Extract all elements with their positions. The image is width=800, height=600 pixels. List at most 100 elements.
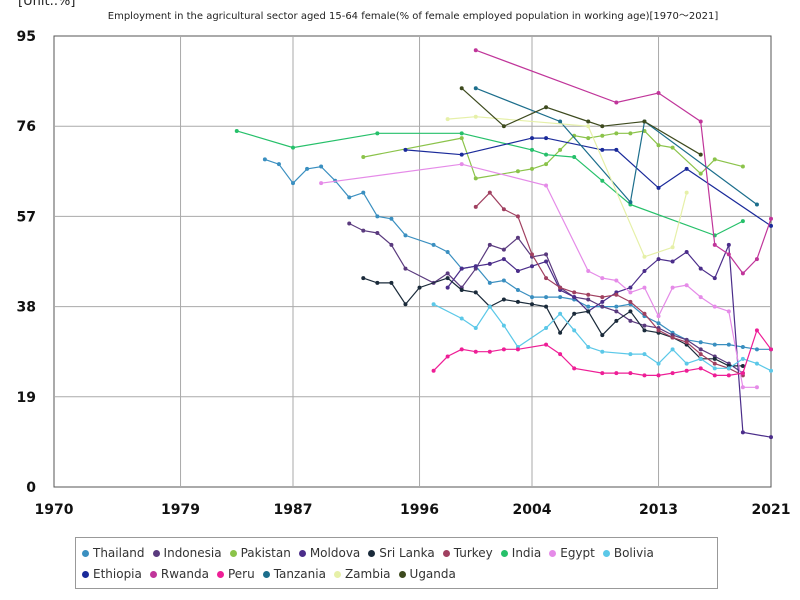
legend-label: Sri Lanka [379, 546, 435, 560]
data-point-indonesia [586, 297, 591, 302]
data-point-peru [501, 347, 506, 352]
chart-legend: Thailand Indonesia Pakistan Moldova Sri Lank… [75, 537, 718, 589]
data-point-moldova [684, 250, 689, 255]
data-point-sri-lanka [501, 297, 506, 302]
data-point-pakistan [530, 166, 534, 171]
data-point-indonesia [403, 266, 408, 271]
data-point-zambia [445, 117, 450, 122]
data-point-uganda [698, 152, 703, 157]
data-point-sri-lanka [389, 280, 394, 285]
data-point-turkey [572, 290, 577, 295]
data-point-turkey [501, 207, 506, 212]
data-point-rwanda [473, 48, 478, 53]
y-tick-label: 0 [26, 480, 36, 496]
data-point-bolivia [558, 311, 563, 316]
data-point-sri-lanka [544, 304, 549, 309]
data-point-moldova [769, 435, 773, 440]
y-axis-unit: [Unit:.%] [18, 0, 76, 9]
data-point-indonesia [642, 323, 647, 328]
data-point-indonesia [487, 242, 492, 247]
data-point-egypt [459, 162, 464, 167]
data-point-sri-lanka [558, 330, 563, 335]
data-point-thailand [262, 157, 267, 162]
data-point-thailand [291, 181, 295, 186]
legend-marker-ethiopia [82, 571, 89, 578]
legend-label: Bolivia [613, 546, 654, 560]
data-point-thailand [347, 195, 352, 200]
legend-label: Indonesia [163, 546, 222, 560]
data-point-thailand [501, 278, 506, 283]
data-point-bolivia [726, 366, 731, 371]
data-point-peru [445, 354, 450, 359]
legend-label: Egypt [560, 546, 595, 560]
data-point-moldova [740, 430, 745, 435]
data-point-india [544, 152, 549, 157]
data-point-thailand [558, 295, 563, 300]
data-point-turkey [600, 295, 605, 300]
data-point-indonesia [614, 309, 619, 314]
data-point-moldova [530, 264, 534, 269]
data-point-pakistan [698, 171, 703, 176]
data-point-pakistan [656, 143, 661, 148]
data-point-moldova [628, 285, 633, 290]
data-point-ethiopia [769, 223, 773, 228]
data-point-moldova [544, 259, 549, 264]
data-point-thailand [403, 233, 408, 238]
data-point-thailand [726, 342, 731, 347]
legend-marker-rwanda [149, 571, 157, 578]
data-point-sri-lanka [445, 276, 450, 281]
data-point-uganda [459, 86, 464, 91]
data-point-indonesia [515, 235, 520, 240]
data-point-egypt [698, 295, 703, 300]
series-line-pakistan [363, 130, 744, 180]
data-point-bolivia [600, 349, 605, 354]
data-point-moldova [473, 264, 478, 269]
legend-marker-moldova [298, 550, 306, 557]
data-point-peru [670, 371, 675, 376]
series-line-egypt [321, 163, 757, 388]
data-point-indonesia [347, 221, 352, 226]
data-point-peru [628, 371, 633, 376]
data-point-thailand [544, 295, 549, 300]
data-point-peru [740, 371, 745, 376]
data-point-thailand [375, 214, 380, 219]
data-point-bolivia [473, 325, 478, 330]
data-point-bolivia [431, 302, 436, 307]
data-point-moldova [515, 268, 520, 273]
data-point-indonesia [698, 347, 703, 352]
data-point-peru [572, 366, 577, 371]
x-tick-label: 1970 [35, 502, 74, 518]
data-point-egypt [600, 276, 605, 281]
data-point-bolivia [754, 361, 759, 366]
data-point-pakistan [740, 164, 745, 169]
data-point-rwanda [712, 242, 717, 247]
legend-label: India [511, 546, 542, 560]
legend-label: Moldova [309, 546, 361, 560]
y-tick-label: 95 [17, 29, 36, 45]
data-point-peru [698, 366, 703, 371]
data-point-peru [726, 373, 731, 378]
data-point-moldova [726, 242, 731, 247]
data-point-thailand [389, 216, 394, 221]
data-point-sri-lanka [417, 285, 422, 290]
data-point-sri-lanka [642, 328, 647, 333]
data-point-thailand [445, 250, 450, 255]
data-point-sri-lanka [530, 302, 534, 307]
data-point-indonesia [501, 247, 506, 252]
data-point-peru [642, 373, 647, 378]
data-point-thailand [740, 344, 745, 349]
legend-marker-peru [216, 571, 224, 578]
data-point-ethiopia [403, 147, 408, 152]
data-point-turkey [642, 311, 647, 316]
legend-item-rwanda: Rwanda [149, 564, 209, 585]
data-point-pakistan [628, 131, 633, 136]
y-tick-label: 76 [17, 119, 36, 135]
data-point-pakistan [586, 136, 591, 141]
legend-marker-sri-lanka [368, 550, 376, 557]
data-point-india [459, 131, 464, 136]
legend-item-indonesia: Indonesia [152, 543, 222, 564]
data-point-indonesia [445, 271, 450, 276]
data-point-bolivia [698, 356, 703, 361]
x-tick-label: 2013 [639, 502, 678, 518]
data-point-egypt [684, 283, 689, 288]
